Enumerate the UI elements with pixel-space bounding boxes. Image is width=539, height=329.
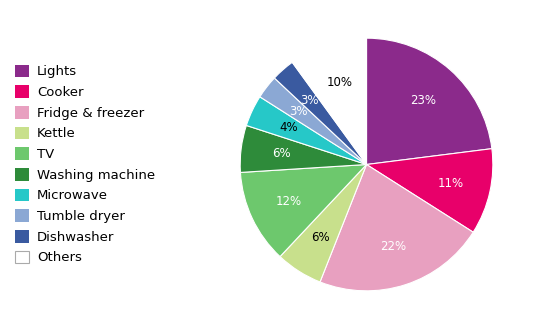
Text: 22%: 22% [380,240,406,253]
Text: 3%: 3% [300,93,319,107]
Legend: Lights, Cooker, Fridge & freezer, Kettle, TV, Washing machine, Microwave, Tumble: Lights, Cooker, Fridge & freezer, Kettle… [15,64,155,265]
Wedge shape [246,97,367,164]
Wedge shape [367,149,493,232]
Text: 6%: 6% [272,147,291,160]
Wedge shape [274,62,367,164]
Wedge shape [260,78,367,164]
Wedge shape [292,38,367,164]
Wedge shape [320,164,473,291]
Text: 3%: 3% [289,105,308,118]
Wedge shape [240,125,367,172]
Wedge shape [240,164,367,257]
Text: 11%: 11% [437,177,464,190]
Text: 10%: 10% [327,76,353,89]
Text: 4%: 4% [280,121,298,135]
Text: 23%: 23% [410,93,437,107]
Text: 6%: 6% [311,231,330,243]
Text: 12%: 12% [276,194,302,208]
Wedge shape [367,38,492,164]
Wedge shape [280,164,367,282]
